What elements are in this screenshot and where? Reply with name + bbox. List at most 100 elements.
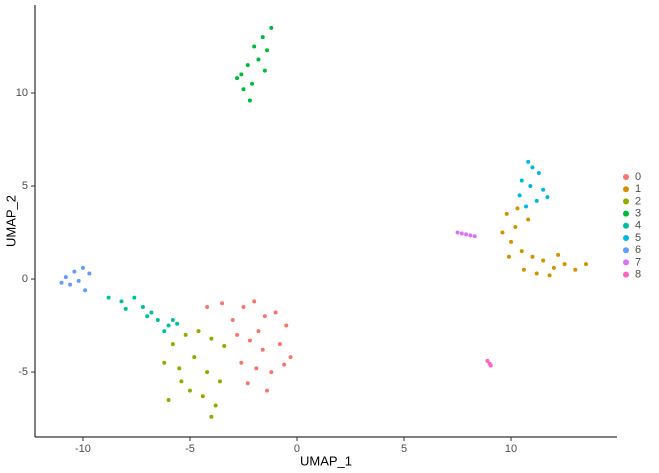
- point: [541, 258, 546, 263]
- x-tick-label: 10: [505, 443, 517, 455]
- point: [530, 165, 535, 170]
- point: [269, 370, 274, 375]
- point: [262, 68, 267, 73]
- legend-label: 1: [635, 183, 641, 195]
- point: [149, 310, 154, 315]
- x-tick-label: 5: [401, 443, 407, 455]
- point: [235, 76, 240, 81]
- point: [106, 295, 111, 300]
- point: [166, 397, 171, 402]
- point: [250, 81, 255, 86]
- point: [256, 57, 261, 62]
- point: [541, 187, 546, 192]
- point: [132, 295, 137, 300]
- legend-marker: [623, 222, 629, 229]
- point: [260, 35, 265, 40]
- point: [80, 265, 85, 270]
- point: [162, 360, 167, 365]
- point: [179, 379, 184, 384]
- point: [247, 98, 252, 103]
- point: [526, 217, 531, 222]
- legend-marker: [623, 259, 629, 266]
- point: [521, 267, 526, 272]
- point: [513, 224, 518, 229]
- point: [551, 265, 556, 270]
- point: [562, 262, 567, 267]
- point: [205, 304, 210, 309]
- legend-marker: [623, 210, 629, 217]
- point: [254, 366, 259, 371]
- point: [519, 178, 524, 183]
- point: [239, 72, 244, 77]
- legend-marker: [623, 235, 629, 241]
- x-axis-title: UMAP_1: [300, 453, 352, 468]
- point: [488, 363, 493, 368]
- point: [252, 44, 257, 49]
- point: [87, 271, 92, 276]
- point: [123, 306, 128, 311]
- y-tick-label: 0: [22, 273, 28, 285]
- point: [504, 211, 509, 216]
- point: [534, 198, 539, 203]
- legend-marker: [623, 247, 629, 254]
- point: [583, 262, 588, 267]
- point: [196, 329, 201, 334]
- point: [536, 171, 541, 175]
- legend-label: 2: [635, 195, 641, 207]
- legend-label: 5: [635, 232, 641, 244]
- point: [556, 252, 561, 257]
- point: [265, 48, 270, 53]
- point: [573, 267, 578, 272]
- point: [241, 304, 246, 309]
- point: [547, 273, 552, 278]
- point: [68, 282, 73, 287]
- point: [256, 329, 261, 334]
- point: [177, 366, 182, 371]
- point: [162, 329, 167, 334]
- point: [252, 299, 257, 304]
- point: [119, 299, 124, 304]
- point: [528, 184, 533, 189]
- point: [175, 321, 180, 326]
- point: [205, 370, 210, 375]
- point: [245, 381, 250, 386]
- point: [455, 230, 460, 235]
- x-tick-label: 0: [294, 443, 300, 455]
- point: [235, 332, 240, 337]
- x-tick-label: -5: [185, 443, 195, 455]
- point: [166, 323, 171, 328]
- point: [530, 254, 535, 259]
- point: [506, 254, 511, 259]
- y-tick-label: -5: [18, 366, 28, 378]
- legend-marker: [623, 186, 629, 193]
- point: [241, 87, 246, 92]
- point: [209, 414, 214, 419]
- point: [239, 360, 244, 365]
- point: [526, 159, 531, 164]
- point: [284, 323, 289, 328]
- point: [265, 388, 270, 393]
- legend-marker: [623, 271, 629, 278]
- point: [220, 301, 225, 306]
- point: [170, 342, 175, 347]
- point: [140, 304, 145, 309]
- point: [230, 317, 235, 322]
- point: [464, 232, 469, 237]
- point: [273, 310, 278, 315]
- point: [59, 280, 64, 285]
- point: [260, 347, 265, 352]
- point: [76, 278, 81, 283]
- point: [277, 342, 282, 347]
- y-tick-label: 10: [16, 87, 28, 99]
- point: [200, 394, 205, 399]
- point: [500, 230, 505, 235]
- point: [145, 314, 150, 319]
- point: [262, 314, 267, 319]
- point: [485, 358, 490, 363]
- point: [472, 234, 477, 239]
- point: [247, 338, 252, 343]
- legend-marker: [623, 198, 629, 205]
- x-tick-label: -10: [75, 443, 91, 455]
- point: [213, 403, 218, 408]
